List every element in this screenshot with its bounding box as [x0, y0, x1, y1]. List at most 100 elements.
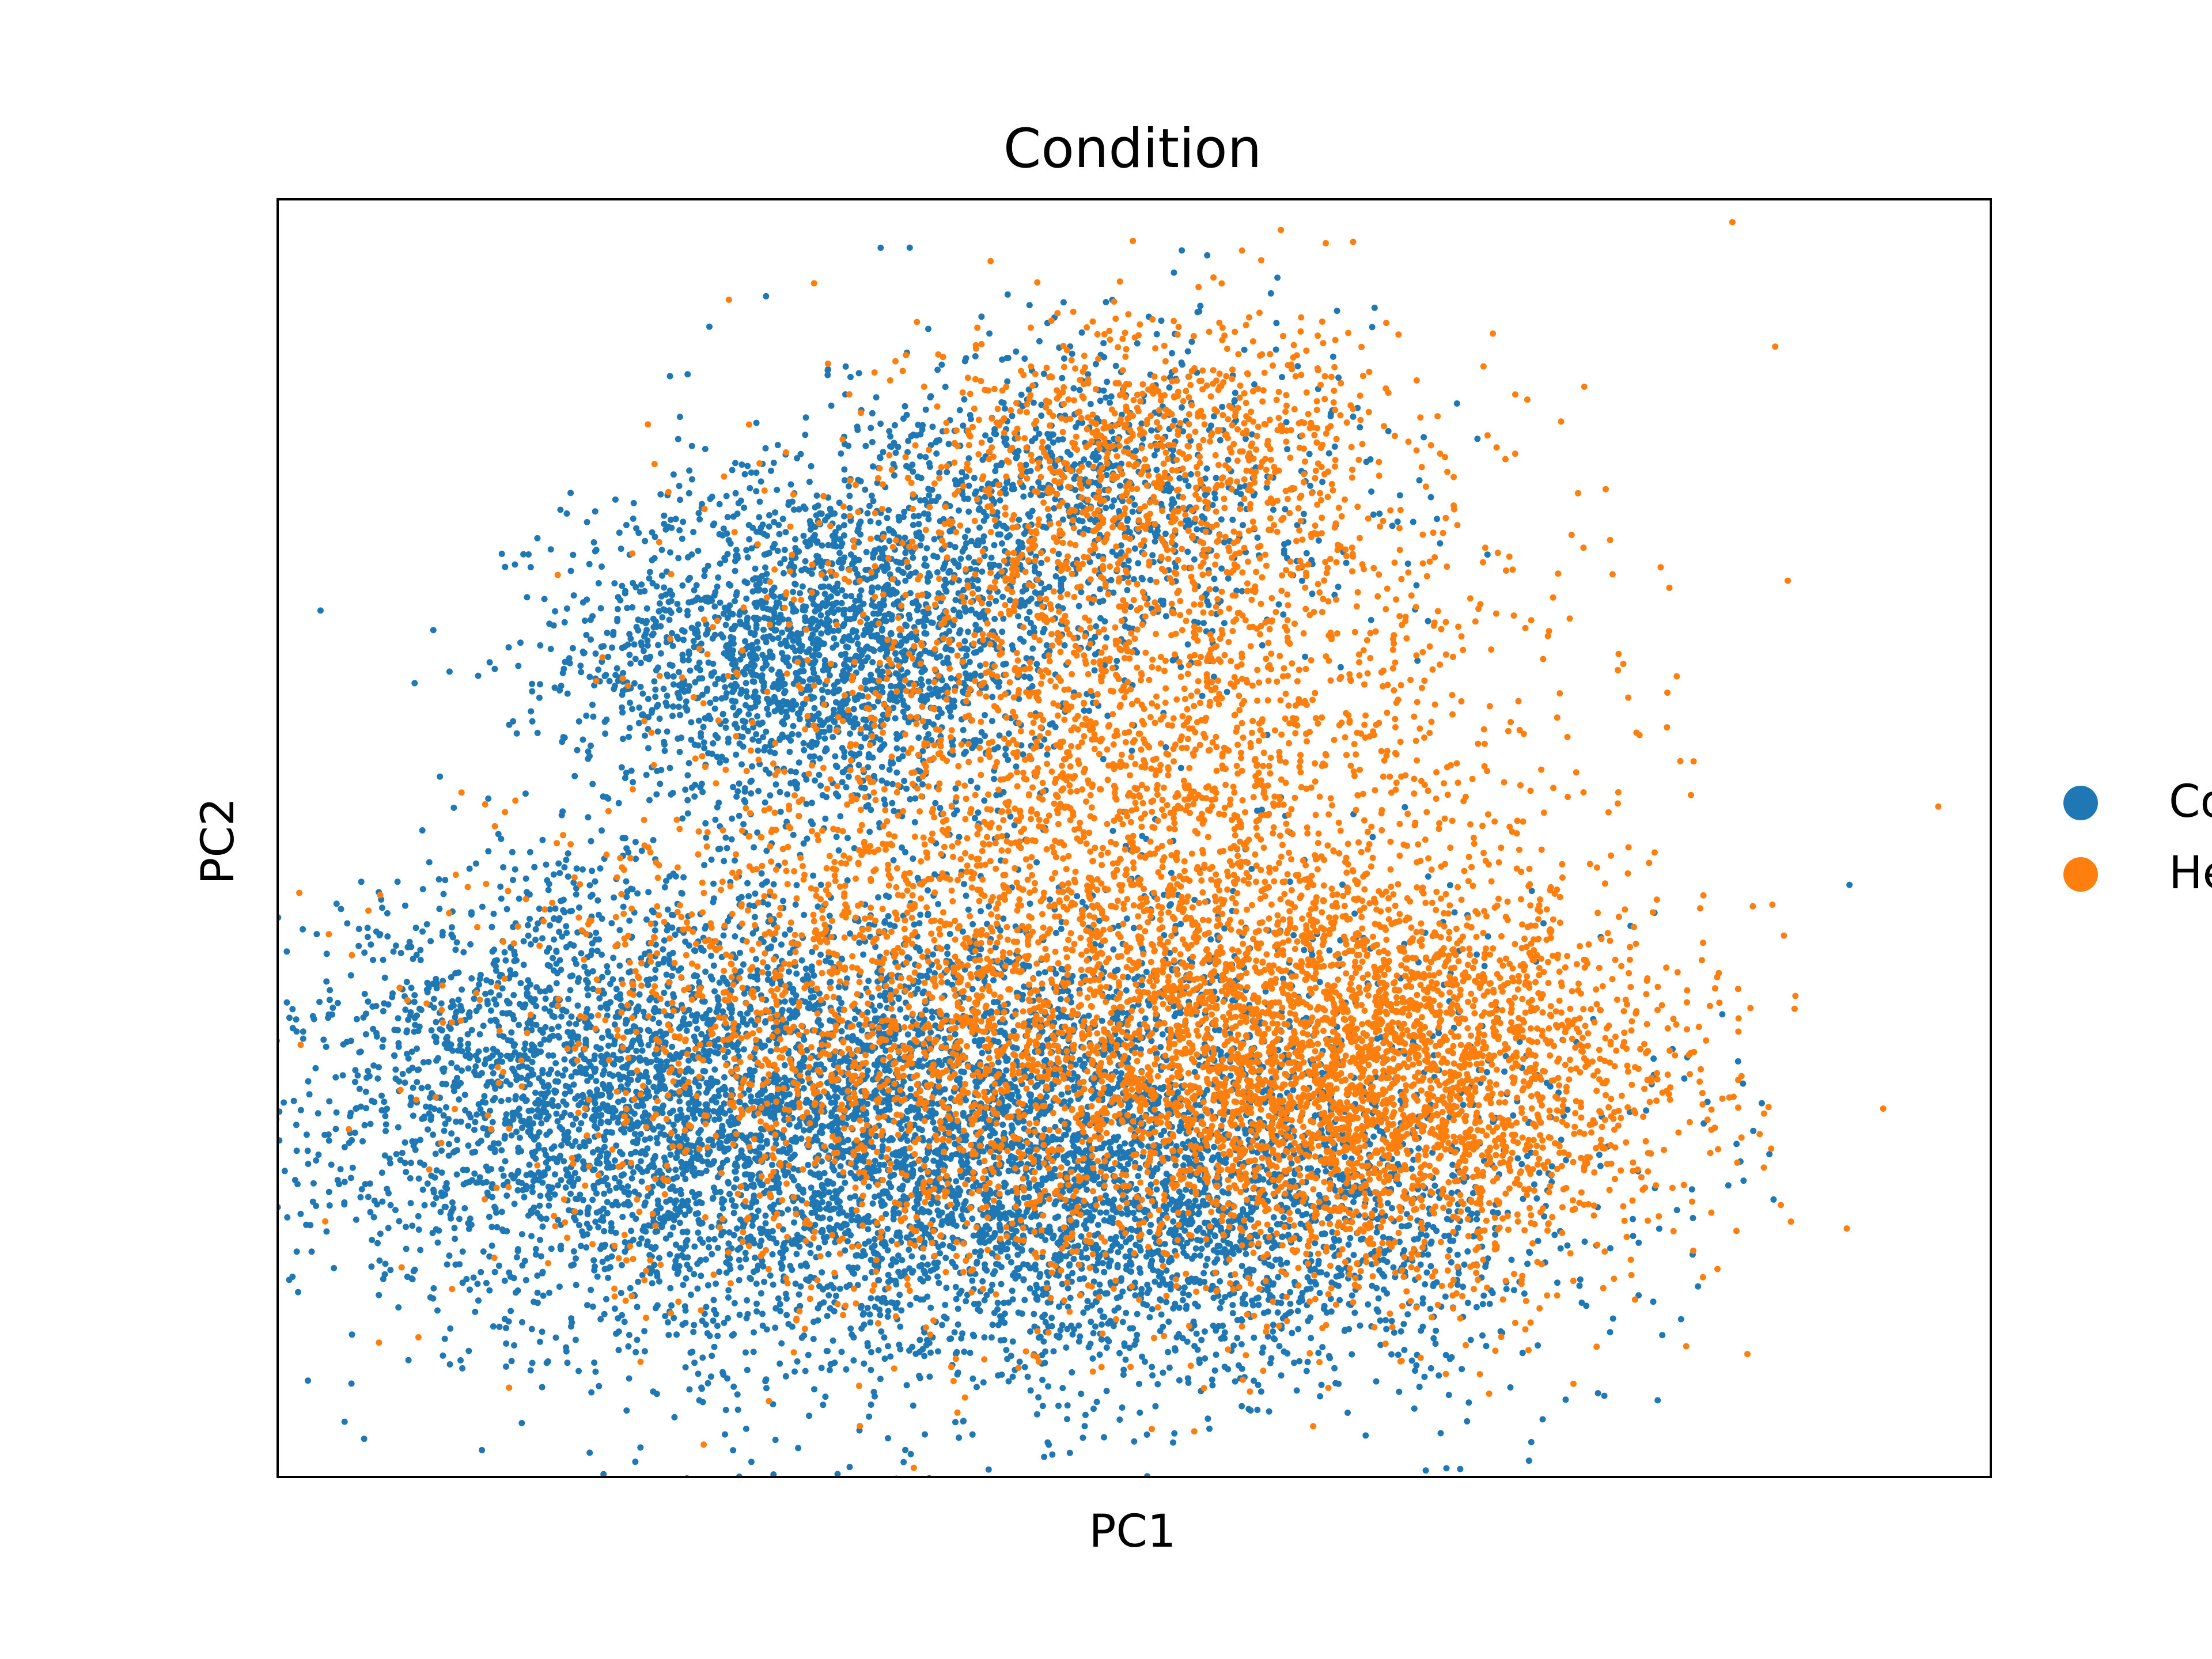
- point-co: [341, 1418, 348, 1425]
- point-co: [861, 735, 868, 741]
- point-co: [865, 1183, 872, 1190]
- point-co: [888, 631, 895, 637]
- point-co: [711, 988, 718, 995]
- point-co: [712, 696, 719, 703]
- point-co: [444, 1261, 450, 1268]
- point-co: [819, 1214, 826, 1221]
- point-co: [980, 1379, 987, 1386]
- point-co: [446, 668, 453, 675]
- point-co: [700, 724, 707, 730]
- point-co: [627, 699, 633, 706]
- point-co: [611, 580, 618, 587]
- point-co: [832, 762, 839, 769]
- point-co: [586, 560, 593, 567]
- point-co: [751, 679, 757, 685]
- point-co: [830, 627, 837, 634]
- point-co: [875, 894, 881, 901]
- point-co: [1035, 970, 1042, 977]
- point-co: [757, 529, 764, 536]
- point-co: [917, 1275, 924, 1282]
- point-co: [854, 570, 861, 577]
- point-co: [790, 608, 797, 615]
- point-co: [508, 1358, 515, 1365]
- point-co: [848, 1217, 855, 1224]
- point-co: [524, 922, 531, 929]
- point-co: [677, 711, 683, 718]
- point-co: [583, 713, 590, 719]
- point-co: [931, 1260, 938, 1267]
- point-co: [744, 463, 751, 469]
- point-co: [784, 791, 791, 798]
- point-co: [923, 545, 930, 552]
- point-co: [893, 656, 900, 663]
- point-co: [688, 442, 695, 449]
- point-co: [740, 821, 747, 828]
- point-co: [1132, 1185, 1139, 1192]
- point-co: [907, 1301, 914, 1308]
- point-co: [534, 729, 541, 736]
- point-co: [639, 690, 646, 697]
- point-co: [500, 864, 507, 870]
- point-co: [613, 665, 620, 672]
- point-co: [786, 1015, 793, 1022]
- point-co: [701, 862, 708, 869]
- point-co: [1365, 1301, 1372, 1308]
- point-co: [687, 1291, 694, 1298]
- point-co: [732, 567, 738, 574]
- point-co: [730, 657, 737, 663]
- point-co: [606, 677, 613, 684]
- point-co: [978, 908, 984, 915]
- point-co: [590, 539, 597, 546]
- point-co: [676, 748, 683, 755]
- point-co: [1067, 1294, 1074, 1301]
- point-co: [845, 773, 852, 780]
- point-co: [349, 1331, 355, 1338]
- point-co: [724, 643, 730, 650]
- point-co: [1423, 1269, 1430, 1276]
- point-co: [841, 634, 848, 641]
- point-co: [875, 520, 882, 527]
- point-co: [748, 545, 755, 552]
- point-co: [1293, 1387, 1300, 1394]
- point-co: [876, 637, 882, 644]
- point-co: [732, 598, 738, 605]
- point-co: [743, 665, 749, 672]
- point-co: [669, 713, 676, 719]
- point-co: [642, 732, 648, 739]
- point-co: [1074, 893, 1081, 900]
- point-co: [762, 799, 768, 806]
- point-co: [658, 767, 665, 774]
- point-co: [946, 707, 953, 714]
- point-co: [839, 672, 846, 679]
- point-co: [961, 533, 968, 540]
- point-co: [821, 1170, 828, 1176]
- point-co: [716, 531, 723, 537]
- point-co: [663, 971, 670, 978]
- point-co: [804, 543, 811, 550]
- point-co: [685, 760, 692, 767]
- point-co: [544, 1165, 551, 1172]
- point-co: [1176, 1377, 1183, 1384]
- point-co: [774, 487, 781, 493]
- point-co: [881, 567, 888, 574]
- point-co: [742, 702, 749, 709]
- point-co: [579, 648, 586, 655]
- point-co: [823, 745, 830, 752]
- point-co: [615, 594, 622, 601]
- point-co: [675, 555, 682, 562]
- point-co: [766, 523, 772, 530]
- point-co: [934, 569, 941, 575]
- point-co: [999, 628, 1006, 635]
- point-co: [1099, 1017, 1105, 1024]
- point-co: [935, 901, 942, 907]
- point-co: [668, 609, 675, 616]
- point-co: [450, 804, 457, 811]
- point-co: [595, 580, 602, 586]
- point-co: [457, 1357, 464, 1363]
- point-co: [888, 616, 895, 623]
- point-co: [653, 791, 660, 798]
- point-co: [787, 768, 794, 775]
- point-co: [686, 1386, 693, 1393]
- point-co: [827, 1215, 834, 1222]
- point-co: [922, 454, 929, 461]
